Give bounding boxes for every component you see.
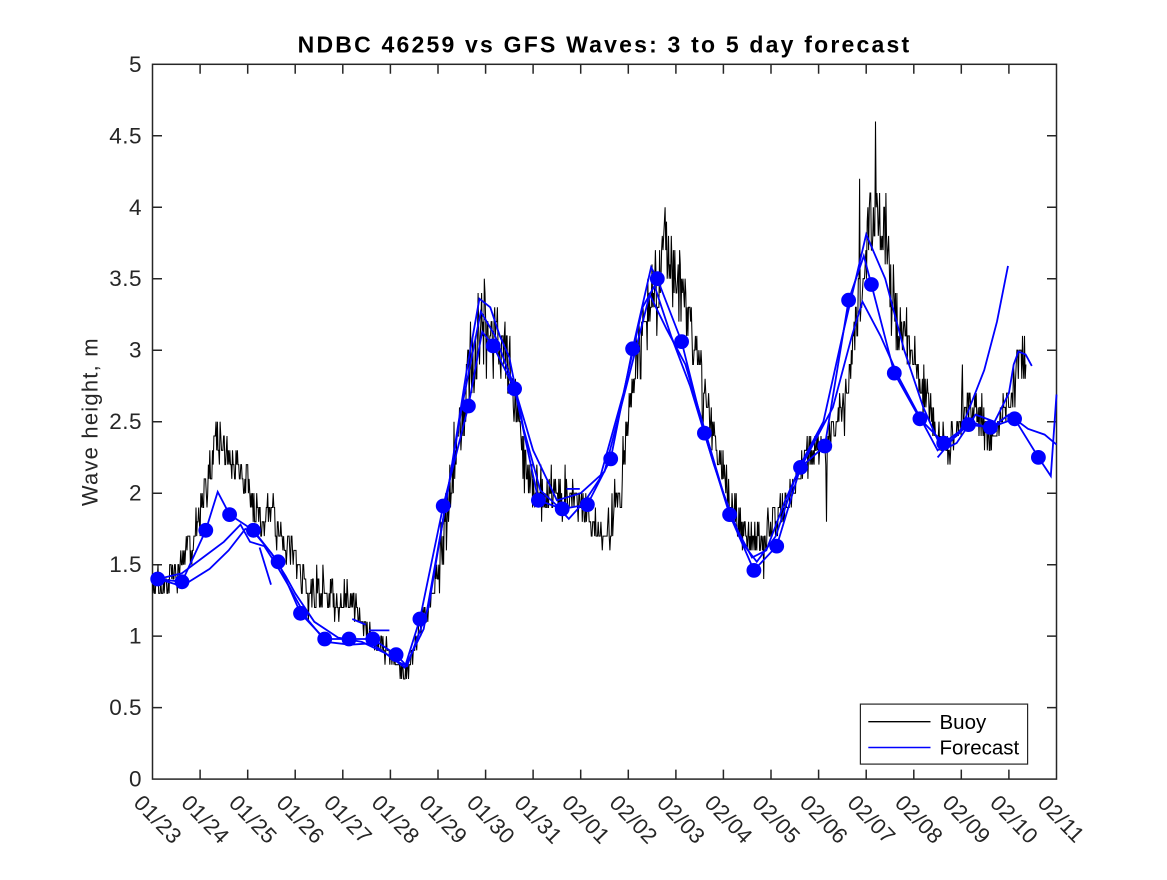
svg-text:3.5: 3.5: [109, 266, 142, 291]
svg-text:Wave height, m: Wave height, m: [78, 337, 103, 506]
svg-text:2: 2: [129, 481, 142, 506]
svg-text:Forecast: Forecast: [940, 737, 1020, 760]
svg-text:1: 1: [129, 624, 142, 649]
svg-text:3: 3: [129, 338, 142, 363]
svg-text:4.5: 4.5: [109, 123, 142, 148]
svg-text:1.5: 1.5: [109, 552, 142, 577]
svg-text:Buoy: Buoy: [940, 711, 987, 734]
svg-text:2.5: 2.5: [109, 409, 142, 434]
svg-text:0.5: 0.5: [109, 695, 142, 720]
svg-text:NDBC 46259 vs GFS Waves: 3 to: NDBC 46259 vs GFS Waves: 3 to 5 day fore…: [298, 32, 912, 58]
svg-text:5: 5: [129, 52, 142, 77]
svg-text:4: 4: [129, 195, 142, 220]
svg-text:0: 0: [129, 767, 142, 792]
